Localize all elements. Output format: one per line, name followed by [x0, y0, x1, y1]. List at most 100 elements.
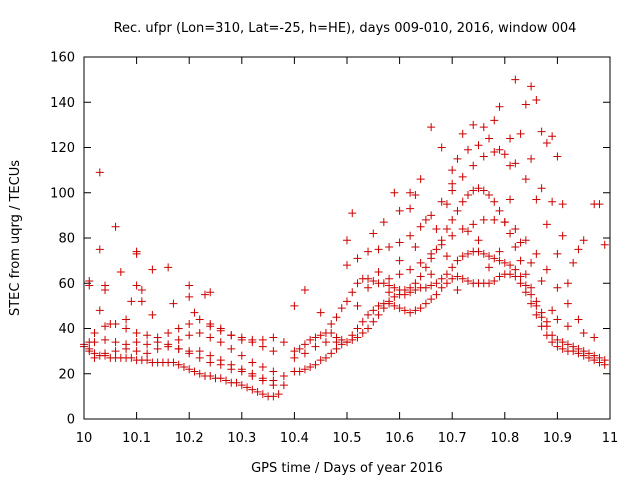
data-point: [164, 342, 173, 351]
data-point: [385, 274, 394, 283]
data-point: [485, 252, 494, 261]
data-point: [406, 283, 415, 292]
x-tick-label: 10: [76, 431, 93, 446]
data-point: [195, 347, 204, 356]
data-point: [311, 360, 320, 369]
data-point: [442, 252, 451, 261]
data-point: [116, 267, 125, 276]
data-point: [553, 152, 562, 161]
data-point: [527, 82, 536, 91]
data-point: [474, 247, 483, 256]
data-point: [137, 297, 146, 306]
data-point: [190, 367, 199, 376]
data-point: [479, 249, 488, 258]
data-point: [90, 353, 99, 362]
data-point: [316, 356, 325, 365]
data-points: [80, 75, 609, 401]
data-point: [185, 349, 194, 358]
y-tick-label: 140: [50, 96, 75, 111]
data-point: [248, 372, 257, 381]
data-point: [479, 215, 488, 224]
data-point: [348, 288, 357, 297]
y-tick-label: 160: [50, 51, 75, 66]
data-point: [490, 116, 499, 125]
data-point: [332, 344, 341, 353]
data-point: [416, 175, 425, 184]
data-point: [495, 102, 504, 111]
data-point: [195, 353, 204, 362]
data-point: [437, 283, 446, 292]
data-point: [437, 274, 446, 283]
data-point: [306, 335, 315, 344]
data-point: [216, 374, 225, 383]
data-point: [122, 315, 131, 324]
data-point: [521, 236, 530, 245]
data-point: [574, 315, 583, 324]
data-point: [348, 209, 357, 218]
data-point: [479, 123, 488, 132]
data-point: [385, 288, 394, 297]
data-point: [400, 286, 409, 295]
data-point: [153, 344, 162, 353]
data-point: [506, 229, 515, 238]
data-point: [379, 304, 388, 313]
data-point: [343, 236, 351, 245]
data-point: [521, 175, 530, 184]
data-point: [300, 286, 309, 295]
data-point: [374, 267, 383, 276]
data-point: [353, 324, 362, 333]
data-point: [227, 344, 236, 353]
data-point: [85, 347, 94, 356]
data-point: [448, 215, 457, 224]
data-point: [542, 265, 551, 274]
data-point: [385, 243, 394, 252]
x-tick-label: 10.2: [175, 431, 204, 446]
data-point: [169, 299, 178, 308]
data-point: [427, 295, 436, 304]
data-point: [279, 372, 288, 381]
data-point: [442, 270, 451, 279]
data-point: [458, 129, 467, 138]
data-point: [369, 306, 378, 315]
data-point: [337, 304, 346, 313]
data-point: [332, 338, 341, 347]
data-point: [379, 279, 388, 288]
data-point: [406, 308, 415, 317]
data-point: [548, 197, 557, 206]
data-point: [411, 279, 420, 288]
data-point: [442, 200, 451, 209]
data-point: [537, 184, 546, 193]
data-point: [295, 367, 304, 376]
x-tick-label: 10.3: [227, 431, 256, 446]
data-point: [243, 383, 252, 392]
data-point: [453, 256, 462, 265]
data-point: [448, 231, 457, 240]
data-point: [448, 186, 457, 195]
data-point: [495, 272, 504, 281]
data-point: [311, 342, 320, 351]
data-point: [469, 186, 478, 195]
data-point: [237, 381, 246, 390]
data-point: [474, 236, 483, 245]
data-point: [474, 141, 483, 150]
data-point: [511, 159, 520, 168]
data-point: [548, 331, 557, 340]
data-point: [327, 329, 336, 338]
data-point: [364, 324, 373, 333]
data-point: [248, 358, 257, 367]
data-point: [390, 301, 399, 310]
x-tick-label: 10.8: [490, 431, 519, 446]
data-point: [385, 281, 394, 290]
data-point: [143, 340, 152, 349]
data-point: [527, 299, 536, 308]
data-point: [516, 129, 525, 138]
data-point: [300, 340, 309, 349]
data-point: [527, 258, 536, 267]
data-point: [511, 265, 520, 274]
data-point: [463, 145, 472, 154]
data-point: [216, 338, 225, 347]
y-tick-label: 0: [67, 413, 75, 428]
data-point: [374, 301, 383, 310]
data-point: [248, 335, 257, 344]
data-point: [132, 247, 141, 256]
